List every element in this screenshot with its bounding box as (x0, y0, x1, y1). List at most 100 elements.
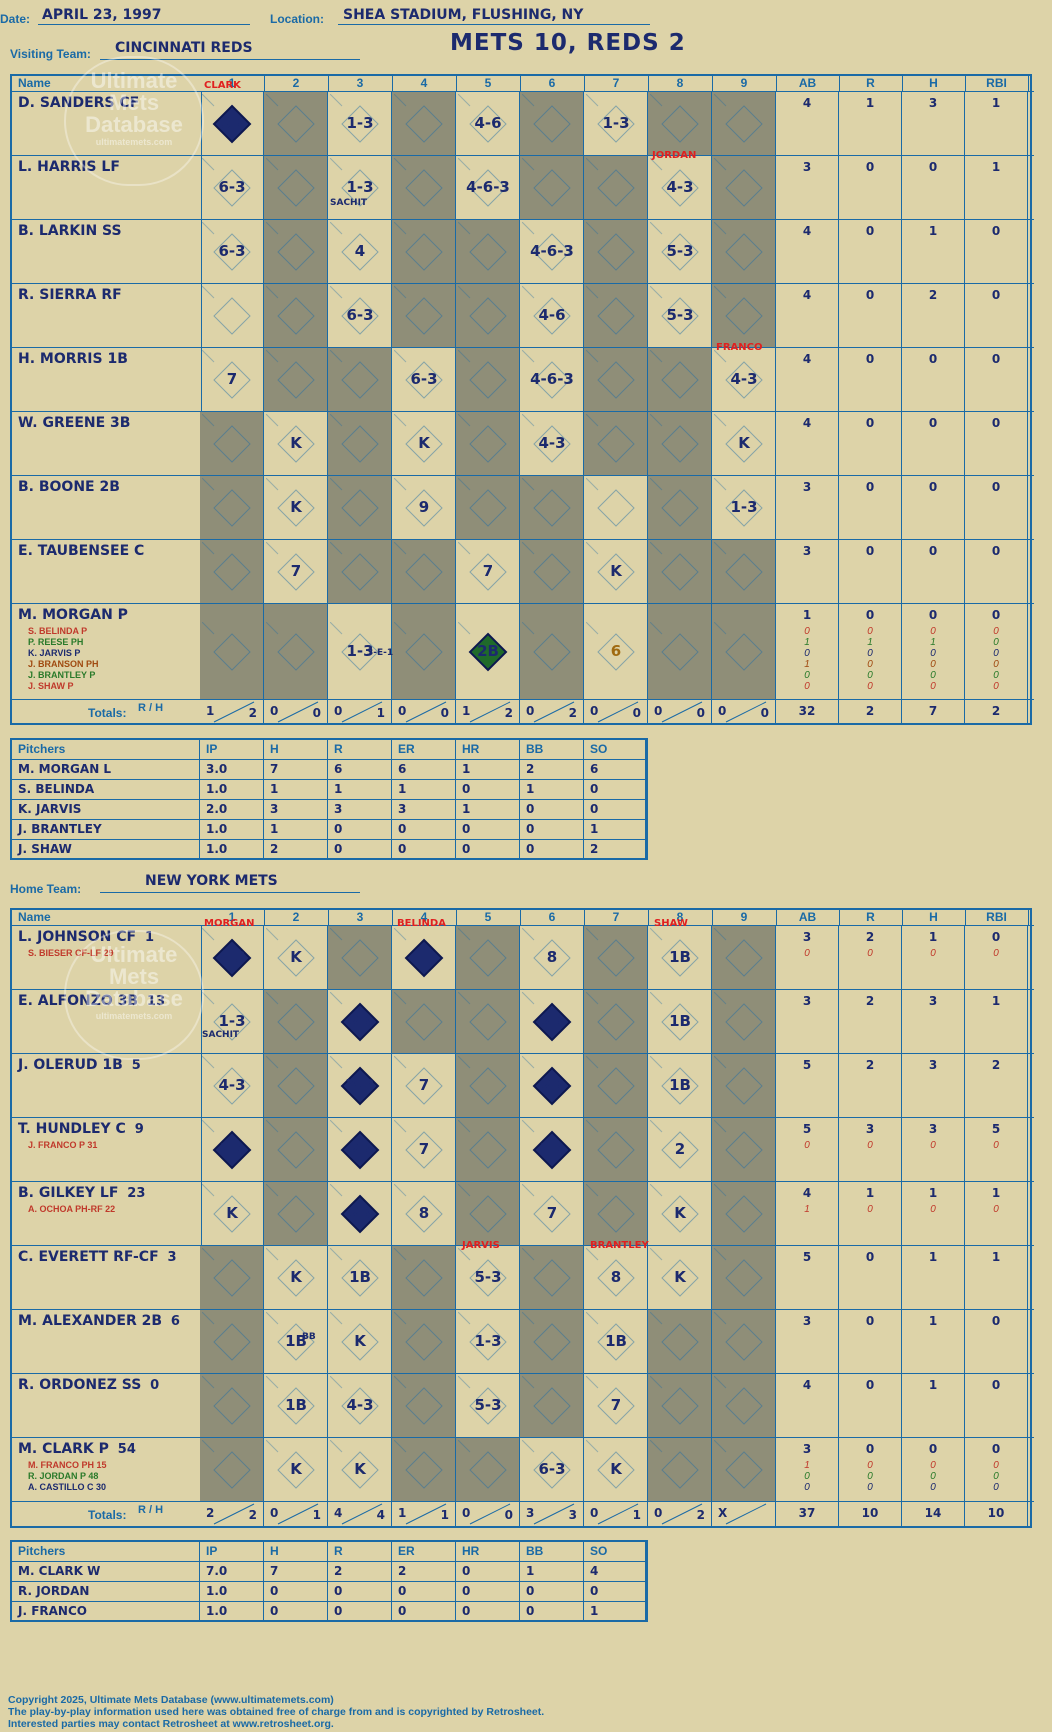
stat-value: 0 (991, 930, 1001, 944)
inning-cell (712, 604, 776, 699)
uniform-number: 9 (134, 1122, 144, 1137)
pitcher-stat: 0 (456, 1582, 520, 1601)
pitching-col-header: ER (392, 740, 456, 759)
base-diamond (458, 286, 507, 335)
play-result: 7 (418, 1140, 430, 1158)
inning-cell (584, 1054, 648, 1117)
batter-row: R. SIERRA RF 6-3 4-6 5-3 4 0 2 0 (12, 284, 1034, 348)
totals-divider (341, 1503, 383, 1525)
stat-value: 1 (928, 224, 938, 238)
pitcher-stat: 0 (520, 820, 584, 839)
stat-value: 0 (865, 1314, 875, 1328)
inning-cell (200, 412, 264, 475)
base-diamond (202, 1184, 251, 1233)
pitcher-row: S. BELINDA 1.0 1 1 1 0 1 0 (12, 780, 646, 800)
stat-cell-rbi: 0 (965, 1374, 1028, 1437)
base-diamond (714, 286, 763, 335)
pitcher-stat: 0 (456, 1562, 520, 1581)
substitute-name: J. BRANSON PH (28, 659, 99, 669)
sub-stat-value: 0 (993, 1482, 999, 1493)
base-diamond (202, 222, 251, 271)
inning-header-1: 1 (200, 910, 265, 926)
base-diamond (266, 622, 315, 671)
substitute-name: M. FRANCO PH 15 (28, 1460, 107, 1470)
column-name-header: Name (18, 76, 51, 90)
base-diamond (650, 286, 699, 335)
totals-row: Totals: R / H 1 2 0 0 0 1 0 0 1 2 0 2 0 0 0 0 0 0 32 2 7 2 (12, 700, 1034, 724)
sub-stat-value: 0 (993, 1460, 999, 1471)
base-diamond (458, 1184, 507, 1233)
totals-rh-key: R / H (138, 702, 164, 714)
base-diamond (394, 992, 443, 1041)
pitcher-stat: 0 (584, 780, 646, 799)
sub-stat-value: 0 (804, 626, 810, 637)
stat-value: 3 (802, 544, 812, 558)
inning-cell (584, 1118, 648, 1181)
total-stat-value: 2 (865, 704, 875, 718)
play-result: 4-3 (538, 434, 566, 452)
base-diamond (650, 1248, 699, 1297)
base-diamond (394, 1120, 443, 1169)
stat-cell-h: 3 (902, 990, 965, 1053)
inning-cell: 4-3 (712, 348, 776, 411)
inning-cell (584, 990, 648, 1053)
pitcher-stat: 0 (456, 1602, 520, 1621)
inning-cell: 7 (584, 1374, 648, 1437)
inning-cell: K (328, 1438, 392, 1501)
pitching-change-note: JORDAN (652, 150, 697, 161)
location-label: Location: (270, 12, 324, 26)
substitute-name: P. REESE PH (28, 637, 84, 647)
inning-runs: 1 (398, 1506, 407, 1520)
pitcher-stat: 0 (584, 1582, 646, 1601)
sub-stat-value: 0 (804, 681, 810, 692)
pitching-change-note: BRANTLEY (590, 1240, 649, 1251)
stat-cell-h: 0 (902, 476, 965, 539)
scored-diamond (394, 928, 444, 978)
play-result: K (674, 1204, 686, 1222)
batter-row: T. HUNDLEY C 9 J. FRANCO P 31 HR 2B 7 HR 2 5 0 3 0… (12, 1118, 1034, 1182)
sub-stat-value: 0 (930, 648, 936, 659)
base-diamond (394, 1376, 443, 1425)
batter-row: B. BOONE 2B K 9 1-3 3 0 0 0 (12, 476, 1034, 540)
inning-cell (264, 284, 328, 347)
base-diamond (586, 94, 635, 143)
base-diamond (586, 1248, 635, 1297)
play-result: HR (219, 1140, 245, 1158)
play-result: 1B (669, 1012, 691, 1030)
play-result: 7 (610, 1396, 622, 1414)
play-result: 2 (674, 1140, 686, 1158)
play-result: K (290, 948, 302, 966)
base-diamond (714, 1376, 763, 1425)
inning-cell (712, 990, 776, 1053)
inning-cell: 7 (456, 540, 520, 603)
inning-cell (264, 92, 328, 155)
pitcher-stat: 0 (520, 840, 584, 859)
base-diamond (650, 158, 699, 207)
total-stat-value: 37 (798, 1506, 816, 1520)
pitcher-row: M. MORGAN L 3.0 7 6 6 1 2 6 (12, 760, 646, 780)
base-diamond (714, 1184, 763, 1233)
inning-cell (200, 284, 264, 347)
inning-cell: 7 (392, 1118, 456, 1181)
batter-name: R. SIERRA RF (18, 287, 122, 303)
inning-cell: 2B (328, 990, 392, 1053)
sub-stat-value: 0 (804, 1140, 810, 1151)
inning-cell: 2 (648, 1118, 712, 1181)
pitcher-stat: 6 (392, 760, 456, 779)
pitcher-stat: 1.0 (200, 820, 264, 839)
stat-value: 0 (991, 352, 1001, 366)
play-result: K (610, 562, 622, 580)
sub-stat-value: 0 (930, 1204, 936, 1215)
base-diamond (458, 1440, 507, 1489)
stat-value: 2 (865, 994, 875, 1008)
sub-stat-value: 0 (867, 1471, 873, 1482)
play-result: 8 (418, 1204, 430, 1222)
inning-header-9: 9 (712, 76, 777, 92)
inning-cell (200, 476, 264, 539)
stat-value: 4 (802, 224, 812, 238)
base-diamond (330, 928, 379, 977)
inning-header-6: 6 (520, 910, 585, 926)
